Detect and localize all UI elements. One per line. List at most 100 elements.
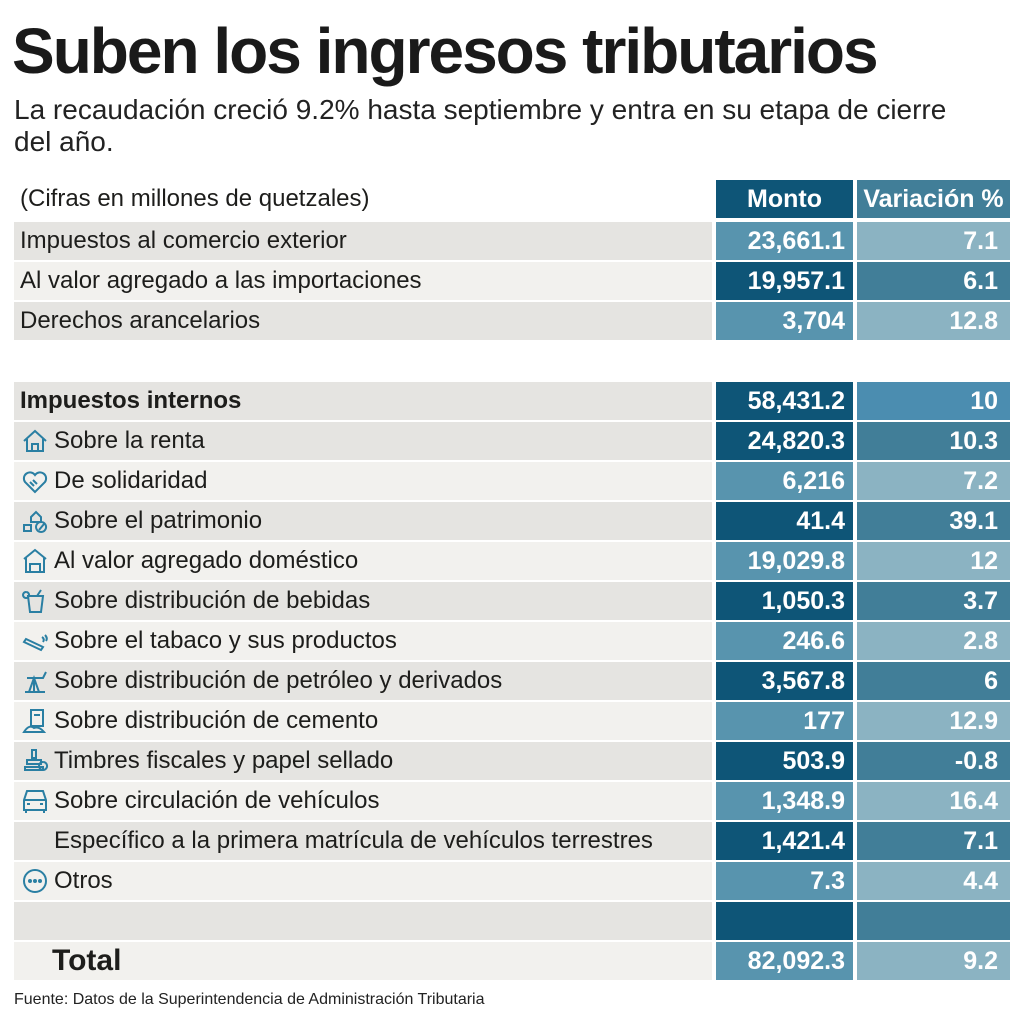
column-header-monto: Monto	[716, 180, 853, 218]
row-label: Sobre circulación de vehículos	[54, 787, 380, 814]
variacion-cell: 6.1	[857, 262, 1010, 300]
row-label: Sobre el patrimonio	[54, 507, 263, 534]
monto-cell: 3,704	[716, 302, 853, 340]
row-label: Sobre el tabaco y sus productos	[54, 627, 397, 654]
table-row: Sobre distribución de bebidas 1,050.3 3.…	[14, 582, 1010, 620]
total-monto: 82,092.3	[716, 942, 853, 980]
oil-pump-icon	[20, 666, 50, 696]
table-row: Impuestos al comercio exterior 23,661.1 …	[14, 222, 1010, 260]
row-label-cell: Sobre el patrimonio	[14, 502, 712, 540]
row-label: Sobre distribución de cemento	[54, 707, 379, 734]
headline: Suben los ingresos tributarios	[12, 15, 879, 87]
table-row: Sobre la renta 24,820.3 10.3	[14, 422, 1010, 460]
row-label: Impuestos internos	[14, 382, 712, 420]
table-row-internos: Impuestos internos 58,431.2 10	[14, 382, 1010, 420]
table-row: Sobre el patrimonio 41.4 39.1	[14, 502, 1010, 540]
total-variacion: 9.2	[857, 942, 1010, 980]
variacion-cell: 10	[857, 382, 1010, 420]
variacion-cell: 4.4	[857, 862, 1010, 900]
row-label-cell: Sobre el tabaco y sus productos	[14, 622, 712, 660]
table-row-empty	[14, 902, 1010, 940]
monto-cell: 7.3	[716, 862, 853, 900]
row-label: Al valor agregado a las importaciones	[20, 267, 422, 294]
monto-cell: 19,957.1	[716, 262, 853, 300]
monto-cell: 24,820.3	[716, 422, 853, 460]
monto-cell: 177	[716, 702, 853, 740]
table-row: Derechos arancelarios 3,704 12.8	[14, 302, 1010, 340]
units-note: (Cifras en millones de quetzales)	[14, 180, 712, 218]
variacion-cell: 7.1	[857, 822, 1010, 860]
column-header-variacion: Variación %	[857, 180, 1010, 218]
table-row: Sobre distribución de petróleo y derivad…	[14, 662, 1010, 700]
cement-bag-icon	[20, 706, 50, 736]
more-icon	[20, 866, 50, 896]
store-icon	[20, 546, 50, 576]
monto-cell: 19,029.8	[716, 542, 853, 580]
source-note: Fuente: Datos de la Superintendencia de …	[14, 991, 485, 1008]
table-row: Timbres fiscales y papel sellado 503.9 -…	[14, 742, 1010, 780]
monto-cell: 1,050.3	[716, 582, 853, 620]
house-icon	[20, 426, 50, 456]
table-row: Al valor agregado doméstico 19,029.8 12	[14, 542, 1010, 580]
monto-cell: 503.9	[716, 742, 853, 780]
row-label-cell: Al valor agregado a las importaciones	[14, 262, 712, 300]
car-icon	[20, 786, 50, 816]
table-row: Al valor agregado a las importaciones 19…	[14, 262, 1010, 300]
variacion-cell: 12.8	[857, 302, 1010, 340]
row-label: Otros	[54, 867, 113, 894]
variacion-cell: 10.3	[857, 422, 1010, 460]
table-row-total: Total 82,092.3 9.2	[14, 942, 1010, 980]
subtitle: La recaudación creció 9.2% hasta septiem…	[14, 94, 947, 157]
row-label: Específico a la primera matrícula de veh…	[54, 827, 653, 854]
variacion-cell: -0.8	[857, 742, 1010, 780]
drink-icon	[20, 586, 50, 616]
row-label-cell: Sobre circulación de vehículos	[14, 782, 712, 820]
row-label-cell: Sobre la renta	[14, 422, 712, 460]
table-row: De solidaridad 6,216 7.2	[14, 462, 1010, 500]
row-label-cell: De solidaridad	[14, 462, 712, 500]
row-label: Derechos arancelarios	[20, 307, 261, 334]
handshake-heart-icon	[20, 466, 50, 496]
table-row: Sobre el tabaco y sus productos 246.6 2.…	[14, 622, 1010, 660]
variacion-cell: 2.8	[857, 622, 1010, 660]
row-label: Impuestos al comercio exterior	[20, 227, 347, 254]
variacion-cell: 7.1	[857, 222, 1010, 260]
row-label: Sobre distribución de bebidas	[54, 587, 371, 614]
monto-cell: 6,216	[716, 462, 853, 500]
row-label: Timbres fiscales y papel sellado	[54, 747, 394, 774]
variacion-cell: 16.4	[857, 782, 1010, 820]
table-row: Sobre distribución de cemento 177 12.9	[14, 702, 1010, 740]
stamp-icon	[20, 746, 50, 776]
row-label: Sobre distribución de petróleo y derivad…	[54, 667, 503, 694]
table-row: Otros 7.3 4.4	[14, 862, 1010, 900]
row-label-cell: Timbres fiscales y papel sellado	[14, 742, 712, 780]
variacion-cell: 12	[857, 542, 1010, 580]
table-header: (Cifras en millones de quetzales) Monto …	[14, 180, 1010, 218]
row-label-cell: Derechos arancelarios	[14, 302, 712, 340]
cigarette-icon	[20, 626, 50, 656]
variacion-cell: 3.7	[857, 582, 1010, 620]
table-row: Específico a la primera matrícula de veh…	[14, 822, 1010, 860]
monto-cell: 1,348.9	[716, 782, 853, 820]
table-row: Sobre circulación de vehículos 1,348.9 1…	[14, 782, 1010, 820]
variacion-cell: 39.1	[857, 502, 1010, 540]
variacion-cell: 7.2	[857, 462, 1010, 500]
monto-cell: 246.6	[716, 622, 853, 660]
total-label: Total	[14, 942, 712, 980]
monto-cell: 41.4	[716, 502, 853, 540]
row-label-cell: Al valor agregado doméstico	[14, 542, 712, 580]
monto-cell: 23,661.1	[716, 222, 853, 260]
row-label: Al valor agregado doméstico	[54, 547, 359, 574]
row-label-cell: Sobre distribución de petróleo y derivad…	[14, 662, 712, 700]
monto-cell: 3,567.8	[716, 662, 853, 700]
monto-cell: 1,421.4	[716, 822, 853, 860]
row-label-cell: Impuestos al comercio exterior	[14, 222, 712, 260]
property-percent-icon	[20, 506, 50, 536]
row-label-cell: Específico a la primera matrícula de veh…	[14, 822, 712, 860]
variacion-cell: 12.9	[857, 702, 1010, 740]
row-label: Sobre la renta	[54, 427, 205, 454]
variacion-cell: 6	[857, 662, 1010, 700]
row-label-cell: Sobre distribución de cemento	[14, 702, 712, 740]
row-label-cell: Sobre distribución de bebidas	[14, 582, 712, 620]
row-label: De solidaridad	[54, 467, 208, 494]
